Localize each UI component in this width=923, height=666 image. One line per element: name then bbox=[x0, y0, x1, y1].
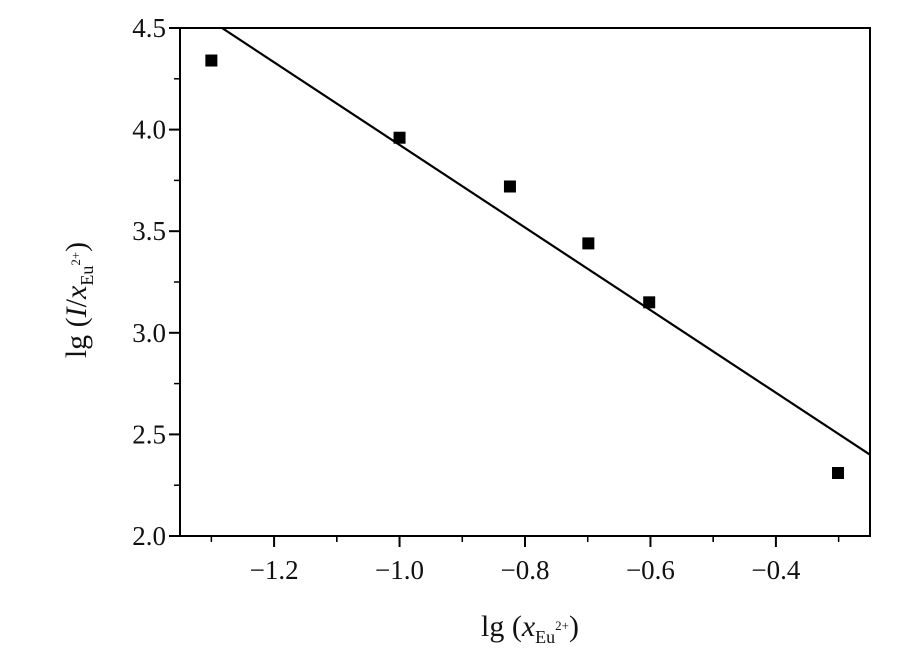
fit-line bbox=[221, 28, 870, 456]
y-tick-label: 2.0 bbox=[132, 521, 166, 551]
x-axis-label-suffix: ) bbox=[569, 610, 579, 643]
y-axis-label-var: I bbox=[60, 305, 93, 318]
y-tick-label: 4.0 bbox=[132, 115, 166, 145]
x-axis-label-sub: Eu bbox=[535, 627, 555, 647]
data-point bbox=[393, 131, 406, 144]
data-point bbox=[643, 296, 656, 309]
y-axis-label-sup: 2+ bbox=[68, 252, 83, 266]
x-axis-label-prefix: lg ( bbox=[481, 610, 522, 643]
x-tick-label: −0.8 bbox=[501, 555, 550, 585]
y-axis-label-sub: Eu bbox=[77, 266, 97, 286]
y-tick-label: 3.5 bbox=[132, 216, 166, 246]
y-axis-label-suffix: ) bbox=[60, 242, 93, 252]
x-axis-label: lg (xEu2+) bbox=[481, 610, 579, 647]
y-tick-label: 2.5 bbox=[132, 419, 166, 449]
x-tick-label: −1.2 bbox=[250, 555, 299, 585]
y-tick-label: 3.0 bbox=[132, 318, 166, 348]
y-tick-label: 4.5 bbox=[132, 13, 166, 43]
plot-frame bbox=[179, 27, 871, 537]
x-axis-label-var: x bbox=[521, 610, 536, 643]
x-tick-label: −0.6 bbox=[626, 555, 675, 585]
x-tick-label: −1.0 bbox=[375, 555, 424, 585]
data-point bbox=[832, 467, 845, 480]
data-point bbox=[503, 180, 516, 193]
x-axis-label-sup: 2+ bbox=[555, 618, 569, 633]
plot-area: −1.2 −1.0 −0.8 −0.6 −0.4 2.0 2.5 3.0 3.5 4.0 4.5 bbox=[132, 13, 871, 585]
y-axis-label: lg (I/xEu2+) bbox=[60, 242, 97, 358]
data-point bbox=[205, 54, 218, 67]
y-axis-label-mid: / bbox=[60, 298, 93, 307]
x-tick-label: −0.4 bbox=[751, 555, 800, 585]
y-axis-label-var2: x bbox=[60, 285, 93, 300]
y-axis-label-prefix: lg ( bbox=[60, 317, 93, 358]
data-point bbox=[582, 237, 595, 250]
